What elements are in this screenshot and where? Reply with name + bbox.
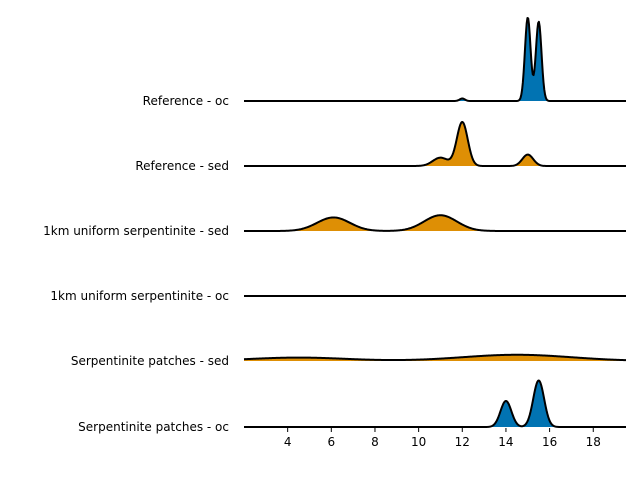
ridge-outline: [243, 379, 627, 428]
ridge-outline: [243, 214, 627, 232]
ridge-reference-oc: [243, 17, 627, 102]
x-axis: 4 6 8 10 12 14 16 18: [284, 428, 601, 449]
ridge-fill: [244, 380, 626, 427]
x-tick-label-12: 12: [455, 435, 470, 449]
ridge-outline: [243, 121, 627, 167]
y-label-serpentinite-patches-sed: Serpentinite patches - sed: [71, 354, 229, 368]
x-tick-label-18: 18: [586, 435, 601, 449]
ridge-fill: [244, 18, 626, 101]
ridge-outline: [243, 17, 627, 102]
y-label-reference-oc: Reference - oc: [143, 94, 229, 108]
ridge-outline: [243, 353, 627, 362]
ridge-1km-uniform-serpentinite-sed: [243, 214, 627, 232]
x-tick-label-6: 6: [327, 435, 335, 449]
y-label-1km-uniform-serpentinite-oc: 1km uniform serpentinite - oc: [50, 289, 229, 303]
x-tick-label-14: 14: [498, 435, 513, 449]
y-label-reference-sed: Reference - sed: [135, 159, 229, 173]
y-label-1km-uniform-serpentinite-sed: 1km uniform serpentinite - sed: [43, 224, 229, 238]
y-label-serpentinite-patches-oc: Serpentinite patches - oc: [78, 420, 229, 434]
x-tick-label-4: 4: [284, 435, 292, 449]
x-tick-label-8: 8: [371, 435, 379, 449]
ridges-group: [243, 17, 627, 428]
x-tick-label-10: 10: [411, 435, 426, 449]
ridge-serpentinite-patches-oc: [243, 379, 627, 428]
ridge-reference-sed: [243, 121, 627, 167]
y-labels-group: Reference - oc Reference - sed 1km uniform…: [43, 94, 229, 434]
x-tick-label-16: 16: [542, 435, 557, 449]
ridge-serpentinite-patches-sed: [243, 353, 627, 362]
